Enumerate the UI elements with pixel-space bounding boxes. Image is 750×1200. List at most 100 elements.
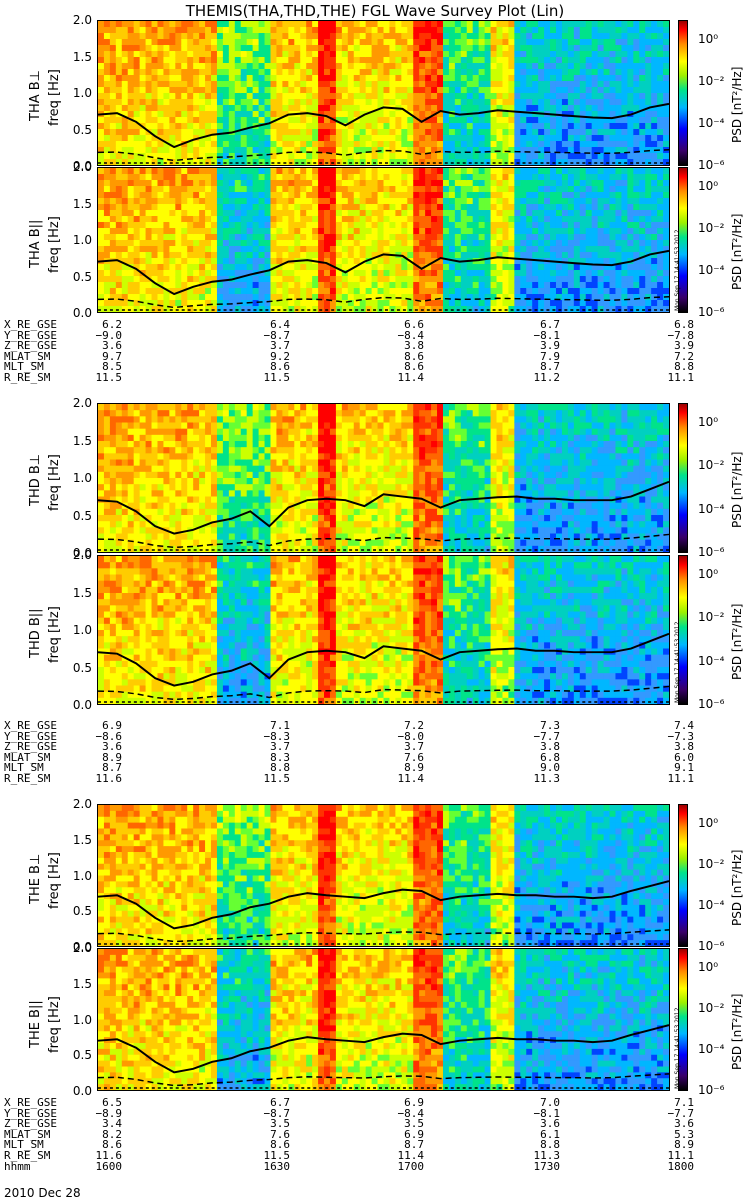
heatmap-cell: [270, 209, 278, 217]
heatmap-cell: [151, 422, 159, 430]
heatmap-cell: [609, 123, 617, 130]
heatmap-cell: [270, 180, 278, 187]
heatmap-cell: [597, 159, 605, 165]
heatmap-cell: [508, 80, 515, 88]
heatmap-cell: [329, 141, 337, 148]
heatmap-cell: [615, 288, 623, 295]
heatmap-cell: [181, 416, 188, 424]
heatmap-cell: [555, 234, 563, 241]
heatmap-cell: [448, 258, 456, 265]
heatmap-cell: [347, 51, 355, 58]
heatmap-cell: [115, 234, 123, 241]
heatmap-cell: [663, 288, 669, 295]
heatmap-cell: [365, 69, 373, 76]
heatmap-cell: [520, 270, 527, 277]
heatmap-cell: [151, 173, 159, 181]
heatmap-cell: [240, 180, 248, 187]
heatmap-cell: [157, 478, 165, 485]
heatmap-cell: [169, 527, 176, 535]
heatmap-cell: [329, 252, 337, 259]
heatmap-cell: [163, 209, 170, 217]
heatmap-cell: [538, 159, 545, 165]
heatmap-cell: [425, 26, 432, 34]
heatmap-cell: [395, 57, 402, 64]
heatmap-cell: [478, 234, 486, 241]
heatmap-cell: [633, 263, 640, 271]
heatmap-cell: [276, 26, 283, 34]
heatmap-cell: [127, 299, 135, 307]
heatmap-cell: [264, 159, 272, 165]
heatmap-cell: [657, 129, 664, 136]
heatmap-cell: [621, 93, 628, 100]
heatmap-cell: [98, 51, 105, 58]
heatmap-cell: [157, 62, 165, 70]
heatmap-cell: [193, 93, 200, 100]
heatmap-cell: [377, 87, 385, 94]
heatmap-cell: [371, 294, 379, 301]
heatmap-cell: [413, 21, 420, 28]
heatmap-cell: [121, 44, 129, 52]
heatmap-cell: [561, 44, 569, 52]
heatmap-cell: [103, 416, 111, 424]
heatmap-cell: [187, 57, 194, 64]
heatmap-cell: [561, 209, 569, 217]
heatmap-cell: [294, 186, 301, 193]
heatmap-cell: [234, 276, 242, 283]
heatmap-cell: [544, 252, 551, 259]
heatmap-cell: [187, 134, 194, 142]
heatmap-cell: [312, 234, 319, 241]
heatmap-cell: [121, 216, 129, 223]
heatmap-cell: [389, 191, 396, 199]
heatmap-cell: [246, 39, 254, 46]
heatmap-cell: [502, 299, 510, 307]
heatmap-cell: [145, 227, 153, 235]
heatmap-cell: [532, 116, 539, 124]
heatmap-cell: [454, 147, 462, 154]
heatmap-cell: [621, 51, 628, 58]
heatmap-cell: [258, 33, 266, 40]
heatmap-cell: [496, 111, 504, 118]
heatmap-cell: [591, 227, 599, 235]
heatmap-cell: [139, 198, 147, 205]
heatmap-cell: [585, 204, 593, 211]
heatmap-cell: [437, 21, 444, 28]
heatmap-cell: [413, 134, 420, 142]
heatmap-cell: [228, 57, 236, 64]
heatmap-cell: [300, 191, 307, 199]
heatmap-cell: [538, 173, 545, 181]
heatmap-cell: [181, 306, 188, 312]
heatmap-cell: [484, 69, 492, 76]
heatmap-cell: [240, 69, 248, 76]
heatmap-cell: [407, 270, 414, 277]
heatmap-cell: [151, 258, 159, 265]
heatmap-cell: [359, 276, 367, 283]
heatmap-cell: [169, 508, 176, 516]
heatmap-cell: [389, 93, 396, 100]
heatmap-cell: [157, 288, 165, 295]
heatmap-cell: [555, 87, 563, 94]
heatmap-cell: [377, 173, 385, 181]
heatmap-cell: [633, 209, 640, 217]
heatmap-cell: [425, 173, 432, 181]
heatmap-cell: [127, 459, 135, 467]
heatmap-cell: [460, 186, 468, 193]
heatmap-cell: [335, 234, 343, 241]
heatmap-cell: [109, 209, 117, 217]
heatmap-cell: [109, 173, 117, 181]
heatmap-cell: [508, 191, 515, 199]
heatmap-cell: [573, 152, 581, 160]
heatmap-cell: [294, 129, 301, 136]
heatmap-cell: [300, 33, 307, 40]
heatmap-cell: [341, 105, 349, 112]
heatmap-cell: [306, 168, 313, 175]
heatmap-cell: [216, 134, 224, 142]
heatmap-cell: [115, 465, 123, 473]
heatmap-cell: [347, 216, 355, 223]
heatmap-cell: [145, 459, 153, 467]
heatmap-cell: [645, 204, 652, 211]
heatmap-cell: [228, 105, 236, 112]
heatmap-cell: [573, 198, 581, 205]
heatmap-cell: [609, 222, 617, 229]
heatmap-cell: [211, 69, 218, 76]
heatmap-cell: [163, 234, 170, 241]
